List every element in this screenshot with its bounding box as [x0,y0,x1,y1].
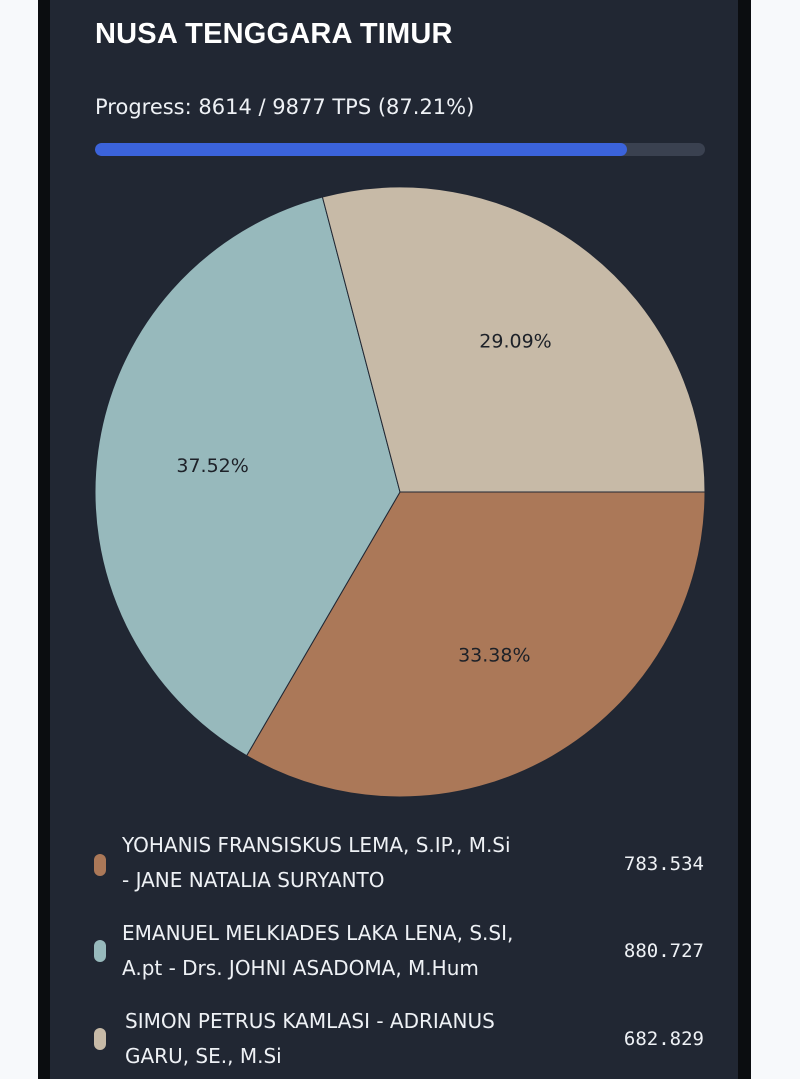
legend-label-line: GARU, SE., M.Si [125,1044,282,1068]
legend-label: EMANUEL MELKIADES LAKA LENA, S.SI, A.pt … [122,916,600,986]
pie-slice[interactable] [245,491,706,798]
pie-slice-label: 37.52% [176,455,248,477]
device-frame-right [738,0,751,1079]
pie-slice-label: 33.38% [458,644,530,666]
legend-item[interactable]: EMANUEL MELKIADES LAKA LENA, S.SI, A.pt … [50,910,738,990]
pie-chart: 33.38% 37.52% 29.09% [50,0,738,820]
legend-value: 880.727 [623,940,704,962]
legend-label-line: EMANUEL MELKIADES LAKA LENA, S.SI, [122,921,514,945]
legend-label-line: YOHANIS FRANSISKUS LEMA, S.IP., M.Si [122,833,511,857]
progress-label: Progress: 8614 / 9877 TPS (87.21%) [95,95,475,119]
legend-label-line: A.pt - Drs. JOHNI ASADOMA, M.Hum [122,956,479,980]
legend-label: SIMON PETRUS KAMLASI - ADRIANUS GARU, SE… [125,1004,603,1074]
legend-value: 783.534 [623,853,704,875]
legend-swatch [94,1028,106,1050]
legend-item[interactable]: SIMON PETRUS KAMLASI - ADRIANUS GARU, SE… [50,998,738,1078]
legend-label: YOHANIS FRANSISKUS LEMA, S.IP., M.Si - J… [122,828,600,898]
progress-bar-fill [95,143,627,156]
legend-swatch [94,940,106,962]
legend-value: 682.829 [623,1028,704,1050]
legend-item[interactable]: YOHANIS FRANSISKUS LEMA, S.IP., M.Si - J… [50,822,738,902]
province-title: NUSA TENGGARA TIMUR [95,18,453,50]
legend-label-line: SIMON PETRUS KAMLASI - ADRIANUS [125,1009,495,1033]
province-result-card: NUSA TENGGARA TIMUR Progress: 8614 / 987… [50,0,738,1079]
pie-slice[interactable] [321,186,706,493]
legend-label-line: - JANE NATALIA SURYANTO [122,868,385,892]
progress-bar [95,143,705,156]
pie-chart-svg: 33.38% 37.52% 29.09% [94,186,706,798]
pie-slice-label: 29.09% [479,331,551,353]
legend-swatch [94,854,106,876]
pie-slice[interactable] [94,196,401,757]
device-frame-left [38,0,50,1079]
